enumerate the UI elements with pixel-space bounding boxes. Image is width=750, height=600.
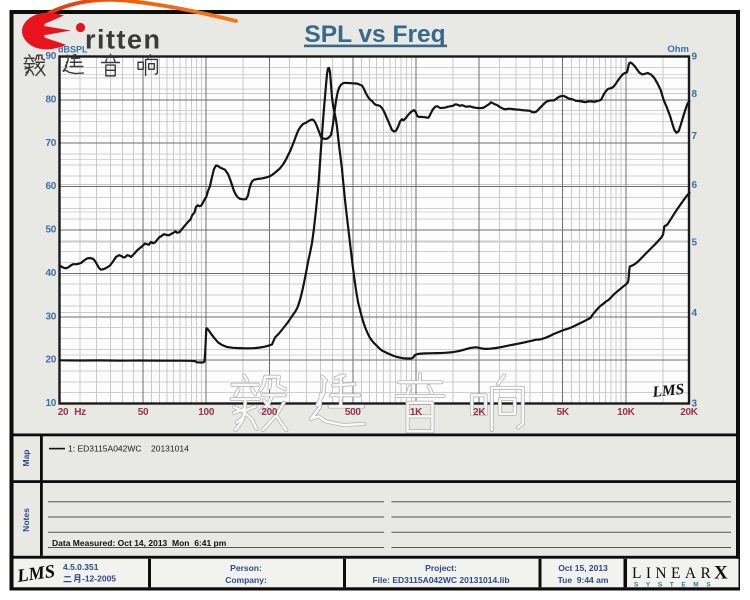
svg-text:LINEAR: LINEAR [632,565,715,582]
svg-text:500: 500 [345,407,362,418]
svg-text:1K: 1K [410,407,423,418]
svg-text:70: 70 [45,138,56,149]
svg-text:Notes: Notes [21,508,31,532]
svg-text:dBSPL: dBSPL [58,45,88,55]
svg-text:5K: 5K [557,407,570,418]
svg-text:10K: 10K [617,407,636,418]
svg-text:-12-2005: -12-2005 [82,574,116,584]
svg-text:7: 7 [692,131,698,142]
svg-text:20: 20 [58,407,69,418]
svg-text:Ohm: Ohm [667,44,689,55]
svg-text:LMS: LMS [651,381,685,401]
svg-text:100: 100 [198,407,215,418]
svg-text:6: 6 [692,180,698,191]
svg-text:50: 50 [45,225,56,236]
svg-text:10: 10 [45,398,56,409]
svg-text:20: 20 [45,355,56,366]
svg-text:200: 200 [261,407,278,418]
svg-text:30: 30 [45,311,56,322]
svg-text:ritten: ritten [85,25,162,55]
svg-text:1: ED3115A042WC 20131014: 1: ED3115A042WC 20131014 [68,444,189,454]
svg-text:80: 80 [45,95,56,106]
svg-text:Tue 9:44 am: Tue 9:44 am [558,575,609,585]
svg-text:40: 40 [45,268,56,279]
svg-text:Company:: Company: [225,575,267,585]
svg-text:Project:: Project: [425,563,457,573]
svg-text:4: 4 [692,308,698,319]
svg-text:X: X [714,563,728,584]
svg-text:Hz: Hz [74,407,86,418]
svg-text:File: ED3115A042WC 20131014.li: File: ED3115A042WC 20131014.lib [372,575,509,585]
svg-text:SYSTEMS: SYSTEMS [634,582,718,589]
svg-text:60: 60 [45,181,56,192]
svg-text:50: 50 [138,407,149,418]
svg-text:2K: 2K [473,407,486,418]
svg-text:Person:: Person: [230,563,262,573]
svg-text:4.5.0.351: 4.5.0.351 [63,562,99,572]
svg-text:20K: 20K [680,407,699,418]
svg-text:Map: Map [21,450,31,467]
svg-text:Data Measured: Oct 14, 2013 M: Data Measured: Oct 14, 2013 Mon 6:41 pm [52,538,227,548]
svg-text:3: 3 [692,399,698,410]
svg-text:8: 8 [692,89,698,100]
svg-text:90: 90 [45,51,56,62]
svg-text:9: 9 [692,52,698,63]
svg-text:5: 5 [692,237,698,248]
svg-text:Oct 15, 2013: Oct 15, 2013 [558,563,608,573]
svg-text:SPL vs Freq: SPL vs Freq [304,21,445,48]
